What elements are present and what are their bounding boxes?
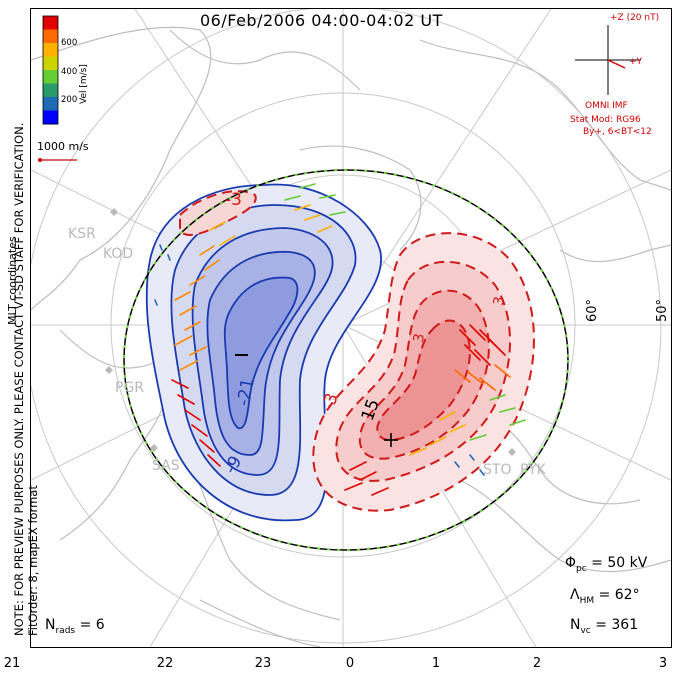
colorbar-segment	[43, 56, 58, 71]
colorbar-tick-400: 400	[61, 67, 78, 77]
colorbar-segment	[43, 16, 58, 30]
colorbar-segment	[43, 97, 58, 111]
stat-phi-value: = 50 kV	[591, 555, 648, 571]
colorbar-segment	[43, 70, 58, 84]
colorbar-tick-200: 200	[61, 95, 78, 105]
map-frame	[30, 8, 672, 648]
stat-hm-latitude: ΛHM = 62°	[570, 587, 640, 606]
station-sas: SAS	[152, 458, 180, 474]
mlt-tick-23: 23	[254, 656, 272, 671]
stat-radar-count: Nrads = 6	[45, 617, 105, 636]
colorbar-tick-600: 600	[61, 38, 78, 48]
note-label: NOTE: FOR PREVIEW PURPOSES ONLY. PLEASE …	[12, 122, 26, 636]
velocity-vectors	[154, 183, 526, 496]
colorbar-border	[42, 15, 59, 125]
mlt-tick-21: 21	[3, 656, 21, 671]
lat-label-60: 60°	[585, 298, 600, 322]
stat-nrads-value: = 6	[79, 617, 105, 633]
stat-lambda-value: = 62°	[598, 587, 640, 603]
stat-cross-polar-potential: Φpc = 50 kV	[565, 555, 647, 574]
positive-potential-cell	[179, 190, 535, 512]
mlt-tick-2: 2	[532, 656, 542, 671]
mlt-tick-1: 1	[431, 656, 441, 671]
stat-nrads-symbol: N	[45, 617, 56, 633]
colorbar	[42, 15, 59, 125]
colorbar-segment	[43, 83, 58, 98]
stat-lambda-sub: HM	[579, 595, 595, 606]
stat-lambda-symbol: Λ	[570, 587, 580, 603]
hm-boundary-dashes	[123, 169, 569, 551]
mlt-tick-22: 22	[156, 656, 174, 671]
vector-scale	[38, 158, 77, 162]
colorbar-segment	[43, 110, 58, 125]
lat-label-50: 50°	[655, 298, 670, 322]
imf-y-label: +Y	[629, 57, 643, 67]
mlt-tick-0: 0	[345, 656, 355, 671]
potential-max-marker	[384, 433, 398, 447]
colorbar-label: Vel [m/s]	[79, 64, 89, 104]
station-ksr: KSR	[68, 226, 96, 242]
stat-nvc-value: = 361	[595, 617, 639, 633]
station-sto: STO	[483, 462, 512, 478]
imf-clock	[575, 25, 641, 95]
vector-scale-label: 1000 m/s	[37, 140, 89, 153]
stat-nvc-sub: vc	[580, 625, 591, 636]
stat-phi-sub: pc	[576, 563, 587, 574]
station-pyk: PYK	[520, 462, 546, 478]
station-markers	[105, 208, 516, 456]
contour-label-neg3-a: -3	[225, 190, 242, 210]
station-pgr: PGR	[115, 380, 145, 396]
imf-z-label: +Z (20 nT)	[610, 13, 660, 23]
stat-nrads-sub: rads	[55, 625, 76, 636]
colorbar-segment	[43, 29, 58, 44]
map-title: 06/Feb/2006 04:00-04:02 UT	[200, 11, 443, 30]
fit-order-label: FitOrder: 8, mapEX format	[26, 485, 40, 636]
imf-condition: By+, 6<BT<12	[583, 127, 652, 137]
stat-model: Stat Mod: RG96	[570, 115, 641, 125]
stat-phi-symbol: Φ	[565, 555, 577, 571]
imf-source: OMNI IMF	[585, 101, 628, 111]
mlt-tick-3: 3	[658, 656, 668, 671]
station-kod: KOD	[103, 246, 134, 262]
stat-nvc-symbol: N	[570, 617, 581, 633]
colorbar-segment	[43, 43, 58, 57]
stat-vector-count: Nvc = 361	[570, 617, 638, 636]
